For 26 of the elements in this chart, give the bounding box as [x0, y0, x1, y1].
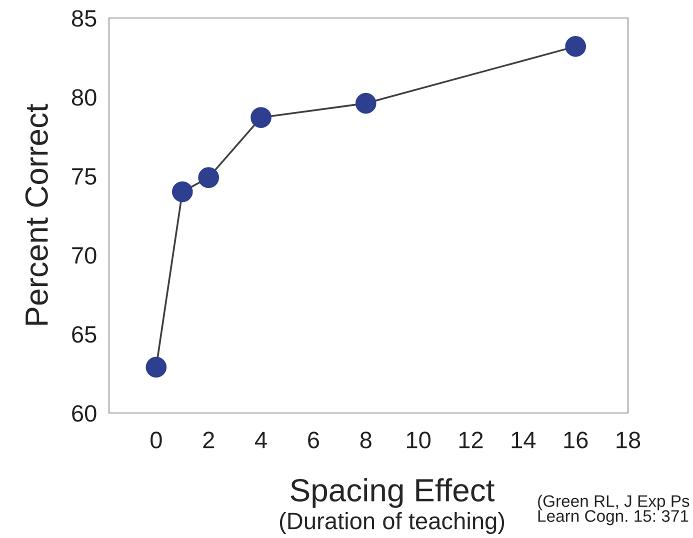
text: (Green RL, J Exp Ps Learn Cogn. 15: 371: [538, 494, 690, 526]
y-tick-label: 85: [72, 10, 96, 27]
x-tick-label: 16: [564, 432, 588, 448]
x-tick-label: 2: [203, 432, 214, 448]
y-tick-label: 60: [72, 405, 96, 422]
y-tick-label: 80: [72, 89, 96, 106]
point: [172, 181, 193, 202]
x-tick-label: 18: [616, 432, 640, 448]
x-tick-label: 8: [360, 432, 372, 448]
x-tick-label: 12: [459, 432, 483, 448]
x-tick-label: 0: [150, 432, 162, 448]
x-tick-label: 6: [308, 432, 319, 448]
x-axis-title: Spacing Effect: [290, 478, 494, 508]
x-tick-label: 4: [255, 432, 267, 448]
y-tick-label: 65: [72, 326, 96, 343]
point: [355, 92, 376, 114]
y-axis-title: Percent Correct: [25, 104, 48, 325]
point: [565, 36, 586, 57]
point: [250, 107, 272, 128]
x-tick-label: 14: [512, 432, 536, 448]
point: [198, 167, 220, 188]
x-tick-label: 10: [406, 432, 431, 448]
point: [146, 356, 167, 378]
y-tick-label: 70: [72, 247, 96, 264]
y-tick-label: 75: [72, 168, 96, 185]
text: (Duration of teaching): [280, 512, 504, 534]
